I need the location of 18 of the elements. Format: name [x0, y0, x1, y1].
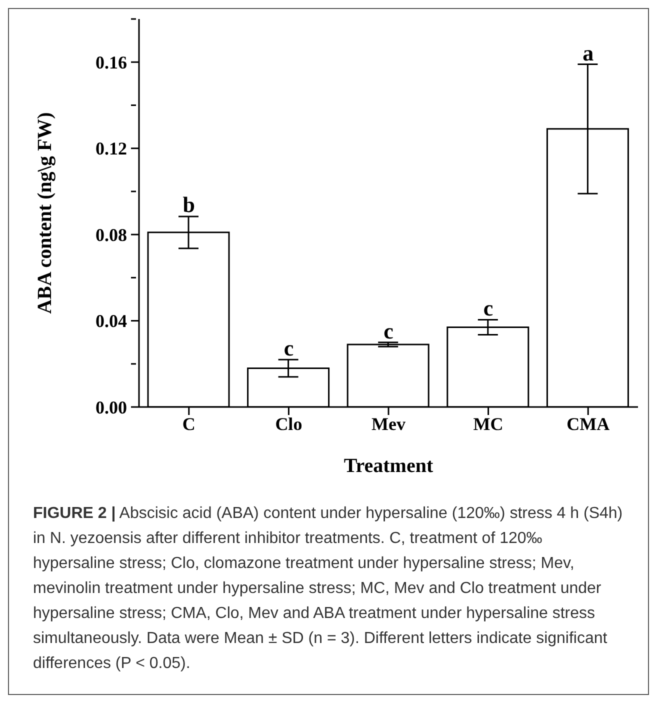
x-axis-title: Treatment: [344, 455, 434, 477]
y-axis-title: ABA content (ng\g FW): [34, 112, 56, 314]
y-tick-label: 0.16: [96, 52, 127, 72]
x-tick-label: Clo: [275, 414, 302, 434]
x-tick-label: Mev: [372, 414, 406, 434]
annotation: b: [182, 192, 196, 218]
annotation: c: [483, 296, 494, 321]
y-tick-label: 0.12: [96, 138, 127, 159]
y-tick-label: 0.00: [96, 397, 127, 418]
annotation: c: [284, 336, 294, 361]
caption: FIGURE 2 | Abscisic acid (ABA) content under hypersaline (120‰) stress 4 h (S4h) in N. yezoensis after different inhibitor treatments. C, treatment of 120‰ hypersaline stress; Clo, clomazone treatment under hypersaline stress; Mev, mevinolin treatment under hypersaline stress; MC, Mev and Clo treatment under hypersaline stress; CMA, Clo, Mev and ABA treatment under hypersaline stress simultaneously. Data were Mean ± SD (n = 3). Different letters indicate significant differences (P < 0.05).: [32, 504, 624, 674]
x-tick-label: CMA: [566, 414, 610, 434]
y-tick-label: 0.04: [96, 311, 127, 332]
y-tick-label: 0.08: [96, 224, 127, 245]
x-tick-label: C: [182, 414, 196, 434]
annotation: a: [582, 40, 594, 66]
annotation: c: [384, 318, 394, 344]
x-tick-label: MC: [473, 414, 504, 434]
